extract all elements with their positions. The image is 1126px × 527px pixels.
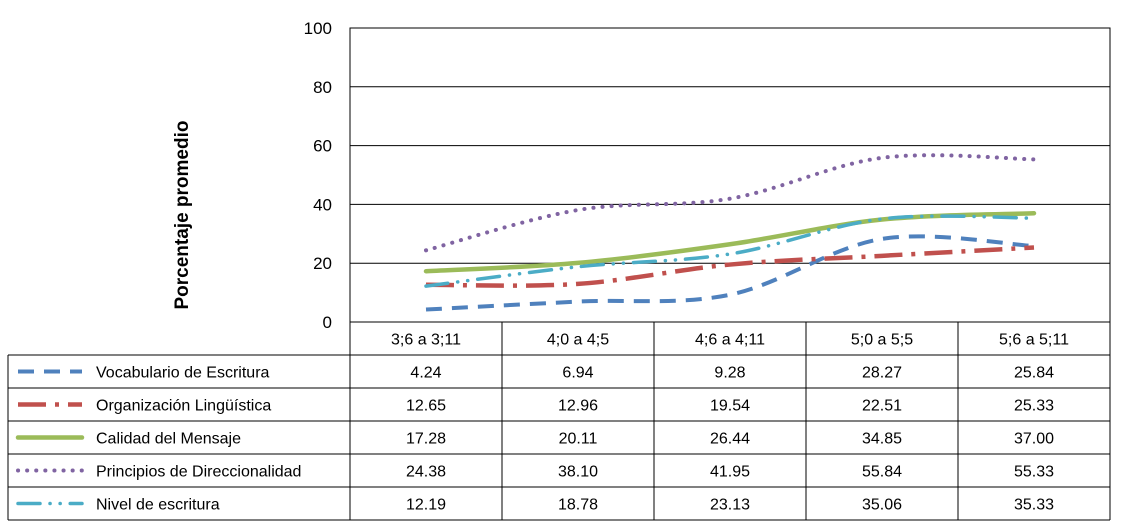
y-axis-label: Porcentaje promedio: [172, 121, 193, 310]
data-value-label: 26.44: [710, 431, 750, 448]
data-value-label: 38.10: [558, 464, 598, 481]
data-value-label: 24.38: [406, 464, 446, 481]
series-line-4: [424, 153, 1036, 253]
data-value-label: 23.13: [710, 497, 750, 514]
series-name: Calidad del Mensaje: [96, 431, 241, 448]
series-name: Principios de Direccionalidad: [96, 464, 301, 481]
data-value-label: 12.65: [406, 398, 446, 415]
x-category-label: 4;0 a 4;5: [547, 332, 609, 349]
data-value-label: 9.28: [714, 365, 745, 382]
y-tick-label: 100: [304, 19, 332, 38]
plot-area: [349, 27, 1111, 323]
data-value-label: 22.51: [862, 398, 902, 415]
series-name: Nivel de escritura: [96, 497, 220, 514]
x-category-label: 4;6 a 4;11: [695, 332, 765, 349]
x-category-label: 5;6 a 5;11: [999, 332, 1069, 349]
data-value-label: 19.54: [710, 398, 750, 415]
data-value-label: 25.33: [1014, 398, 1054, 415]
data-value-label: 4.24: [410, 365, 441, 382]
y-tick-label: 0: [323, 313, 332, 332]
data-value-label: 35.33: [1014, 497, 1054, 514]
data-value-label: 41.95: [710, 464, 750, 481]
x-category-label: 5;0 a 5;5: [851, 332, 913, 349]
x-category-label: 3;6 a 3;11: [391, 332, 461, 349]
series-name: Vocabulario de Escritura: [96, 365, 270, 382]
data-value-label: 28.27: [862, 365, 902, 382]
y-tick-label: 40: [313, 195, 332, 214]
data-value-label: 6.94: [562, 365, 593, 382]
y-tick-label: 20: [313, 254, 332, 273]
series-name: Organización Lingüística: [96, 398, 271, 415]
y-tick-label: 60: [313, 137, 332, 156]
data-value-label: 20.11: [559, 431, 598, 448]
data-value-label: 34.85: [862, 431, 902, 448]
data-value-label: 55.84: [862, 464, 902, 481]
data-value-label: 17.28: [406, 431, 446, 448]
data-value-label: 35.06: [862, 497, 902, 514]
data-value-label: 18.78: [558, 497, 598, 514]
y-tick-label: 80: [313, 78, 332, 97]
data-value-label: 12.96: [558, 398, 598, 415]
series-line-2: [425, 245, 1035, 288]
series-line-5: [424, 214, 1036, 288]
data-value-label: 55.33: [1014, 464, 1054, 481]
data-value-label: 12.19: [406, 497, 446, 514]
data-value-label: 25.84: [1014, 365, 1054, 382]
data-value-label: 37.00: [1014, 431, 1054, 448]
series-line-1: [425, 234, 1035, 312]
